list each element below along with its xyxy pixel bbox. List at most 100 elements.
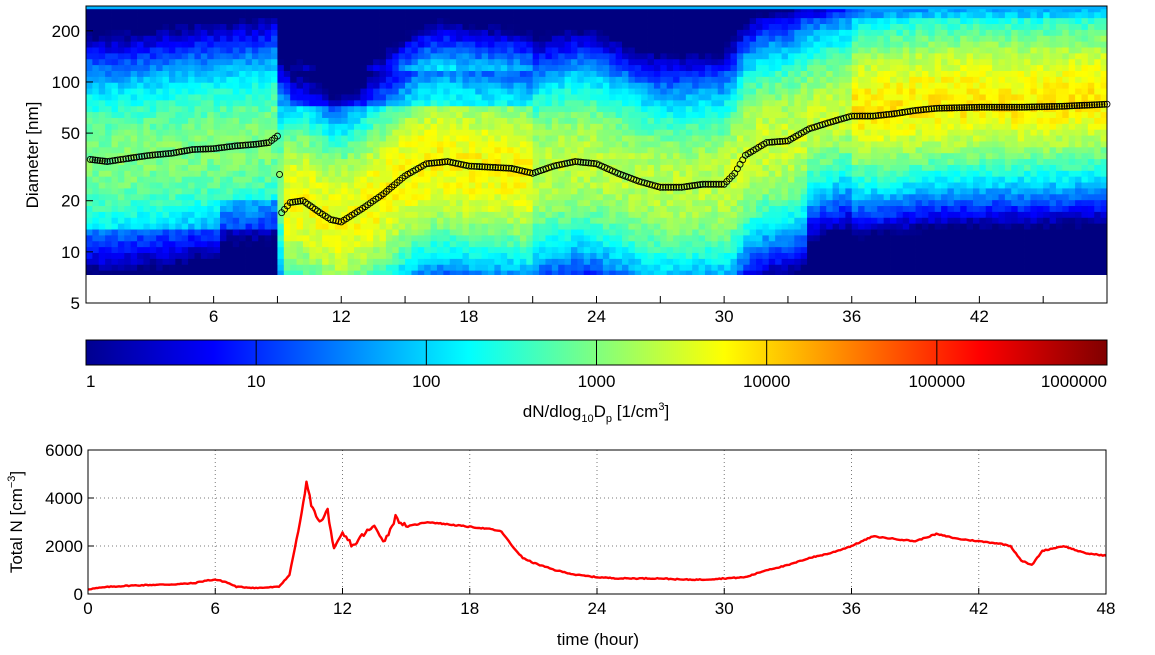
heatmap-cell xyxy=(749,105,757,113)
heatmap-cell xyxy=(494,135,502,142)
heatmap-cell xyxy=(679,76,687,83)
heatmap-cell xyxy=(226,47,234,54)
heatmap-cell xyxy=(405,146,412,154)
heatmap-cell xyxy=(743,99,751,107)
heatmap-cell xyxy=(628,11,636,19)
heatmap-cell xyxy=(130,99,138,107)
heatmap-cell xyxy=(137,141,144,148)
heatmap-cell xyxy=(456,182,463,189)
heatmap-cell xyxy=(200,217,208,224)
heatmap-cell xyxy=(628,223,636,230)
heatmap-cell xyxy=(424,223,431,230)
heatmap-cell xyxy=(111,64,119,71)
heatmap-cell xyxy=(679,111,687,118)
heatmap-cell xyxy=(175,41,183,48)
heatmap-cell xyxy=(488,135,495,142)
heatmap-cell xyxy=(309,234,317,242)
heatmap-cell xyxy=(704,264,712,271)
heatmap-cell xyxy=(743,129,751,136)
heatmap-cell xyxy=(564,99,572,107)
heatmap-cell xyxy=(194,152,202,160)
heatmap-cell xyxy=(296,146,304,154)
heatmap-cell xyxy=(768,152,776,160)
heatmap-cell xyxy=(666,47,674,54)
heatmap-cell xyxy=(507,82,514,89)
heatmap-cell xyxy=(111,229,119,236)
heatmap-cell xyxy=(137,41,144,48)
heatmap-cell xyxy=(360,58,368,66)
heatmap-cell xyxy=(213,94,221,101)
heatmap-cell xyxy=(679,129,687,136)
heatmap-cell xyxy=(430,17,438,25)
heatmap-cell xyxy=(271,205,278,212)
heatmap-cell xyxy=(698,234,706,242)
heatmap-cell xyxy=(475,47,483,54)
heatmap-cell xyxy=(245,99,253,107)
heatmap-cell xyxy=(539,229,546,236)
heatmap-cell xyxy=(188,217,195,224)
heatmap-cell xyxy=(507,188,514,195)
heatmap-cell xyxy=(322,82,329,89)
heatmap-cell xyxy=(207,188,215,195)
heatmap-cell xyxy=(615,47,623,54)
heatmap-cell xyxy=(468,240,476,248)
heatmap-cell xyxy=(590,264,597,271)
heatmap-cell xyxy=(175,52,183,60)
heatmap-cell xyxy=(424,123,431,130)
heatmap-cell xyxy=(245,152,253,160)
heatmap-cell xyxy=(743,258,751,265)
heatmap-cell xyxy=(175,252,183,259)
heatmap-cell xyxy=(111,129,119,136)
heatmap-cell xyxy=(232,23,240,30)
heatmap-cell xyxy=(379,199,387,207)
heatmap-cell xyxy=(488,217,495,224)
heatmap-cell xyxy=(673,152,680,160)
heatmap-cell xyxy=(673,17,680,25)
heatmap-cell xyxy=(226,170,234,177)
heatmap-cell xyxy=(551,252,559,259)
heatmap-cell xyxy=(730,264,738,271)
heatmap-cell xyxy=(430,58,438,66)
heatmap-cell xyxy=(475,170,483,177)
heatmap-cell xyxy=(137,223,144,230)
heatmap-cell xyxy=(137,76,144,83)
heatmap-cell xyxy=(315,217,323,224)
heatmap-cell xyxy=(615,158,623,165)
heatmap-cell xyxy=(711,35,719,42)
heatmap-cell xyxy=(137,270,144,275)
heatmap-cell xyxy=(596,111,604,118)
heatmap-cell xyxy=(322,88,329,95)
heatmap-cell xyxy=(232,52,240,60)
heatmap-cell xyxy=(596,47,604,54)
heatmap-cell xyxy=(264,47,272,54)
heatmap-cell xyxy=(730,70,738,77)
heatmap-cell xyxy=(149,240,157,248)
heatmap-cell xyxy=(539,205,546,212)
heatmap-cell xyxy=(271,117,278,124)
heatmap-cell xyxy=(443,188,451,195)
heatmap-cell xyxy=(354,52,361,60)
heatmap-cell xyxy=(436,205,444,212)
heatmap-cell xyxy=(513,117,521,124)
heatmap-cell xyxy=(475,223,483,230)
heatmap-cell xyxy=(213,129,221,136)
heatmap-cell xyxy=(130,188,138,195)
heatmap-cell xyxy=(398,76,406,83)
heatmap-cell xyxy=(609,188,617,195)
heatmap-cell xyxy=(628,70,636,77)
heatmap-cell xyxy=(717,105,725,113)
heatmap-cell xyxy=(341,135,349,142)
heatmap-cell xyxy=(207,152,215,160)
heatmap-cell xyxy=(98,23,106,30)
heatmap-cell xyxy=(456,264,463,271)
heatmap-cell xyxy=(564,223,572,230)
heatmap-cell xyxy=(596,99,604,107)
heatmap-cell xyxy=(124,223,132,230)
heatmap-cell xyxy=(347,82,355,89)
heatmap-cell xyxy=(360,64,368,71)
heatmap-cell xyxy=(539,52,546,60)
heatmap-cell xyxy=(507,258,514,265)
heatmap-cell xyxy=(309,193,317,201)
heatmap-cell xyxy=(156,35,163,42)
heatmap-cell xyxy=(449,41,457,48)
